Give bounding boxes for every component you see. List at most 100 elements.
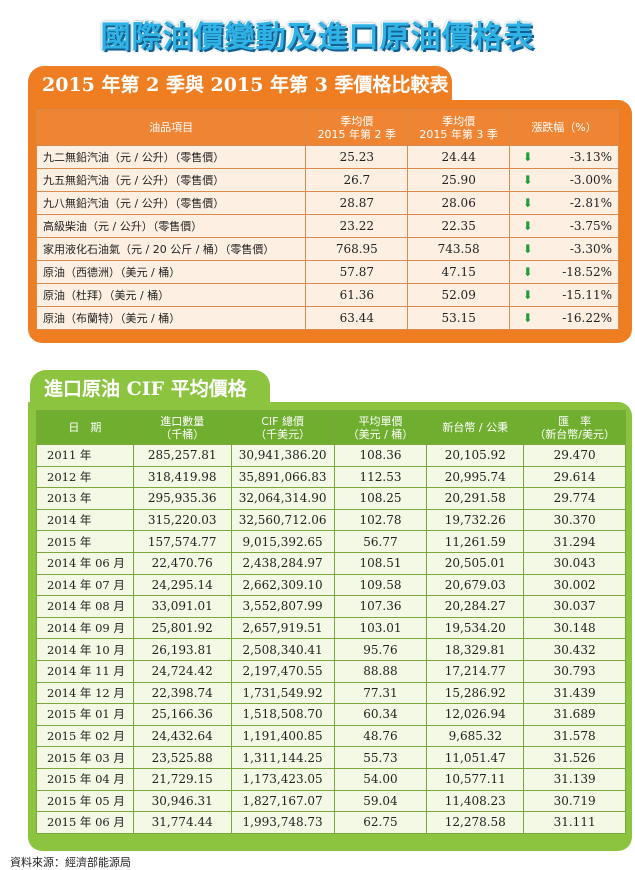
cif-cell: 1,311,144.25 xyxy=(230,746,335,769)
date-cell: 2015 年 04 月 xyxy=(36,767,134,791)
oil-item: 高級柴油（元 / 公升）（零售價） xyxy=(35,214,307,238)
table-row: 2015 年 06 月 31,774.44 1,993,748.73 62.75 12,… xyxy=(36,811,626,834)
rate-cell: 31.139 xyxy=(523,767,626,791)
q2-price: 63.44 xyxy=(305,306,409,330)
table-row: 2014 年 12 月 22,398.74 1,731,549.92 77.31 15,… xyxy=(36,681,626,705)
cif-cell: 32,560,712.06 xyxy=(230,508,335,532)
date-cell: 2015 年 05 月 xyxy=(36,789,134,813)
table-row: 2014 年 09 月 25,801.92 2,657,919.51 103.01 19… xyxy=(36,616,626,640)
cif-cell: 1,518,508.70 xyxy=(230,703,335,726)
table-row: 2013 年 295,935.36 32,064,314.90 108.25 20,29… xyxy=(36,487,626,510)
ntd-cell: 11,051.47 xyxy=(426,746,525,769)
qty-cell: 31,774.44 xyxy=(132,811,232,834)
q2-price: 768.95 xyxy=(305,237,409,261)
down-arrow-icon: ⬇ xyxy=(509,168,546,192)
qty-cell: 25,801.92 xyxy=(132,616,232,640)
date-cell: 2014 年 09 月 xyxy=(36,616,134,640)
cif-cell: 1,191,400.85 xyxy=(230,724,335,748)
oil-item: 九八無鉛汽油（元 / 公升）（零售價） xyxy=(35,191,307,215)
table-row: 2012 年 318,419.98 35,891,066.83 112.53 20,99… xyxy=(36,465,626,489)
rate-cell: 30.002 xyxy=(523,573,626,597)
source-note: 資料來源：經濟部能源局 xyxy=(10,856,131,869)
header-qty-line2: （千桶） xyxy=(160,427,205,441)
avg-cell: 60.34 xyxy=(333,703,428,726)
avg-cell: 108.36 xyxy=(333,444,428,467)
cif-cell: 2,438,284.97 xyxy=(230,551,335,575)
table-row: 九八無鉛汽油（元 / 公升）（零售價） 28.87 28.06 ⬇ -2.81% xyxy=(35,191,619,215)
change-pct: -15.11% xyxy=(545,283,619,307)
oil-item: 九二無鉛汽油（元 / 公升）（零售價） xyxy=(35,145,307,169)
table-row: 2015 年 01 月 25,166.36 1,518,508.70 60.34 12,… xyxy=(36,703,626,726)
rate-cell: 30.043 xyxy=(523,551,626,575)
qty-cell: 24,724.42 xyxy=(132,659,232,683)
date-cell: 2015 年 03 月 xyxy=(36,746,134,769)
change-pct: -18.52% xyxy=(545,260,619,284)
header-q3-line2: 2015 年第 3 季 xyxy=(419,127,498,141)
header-rate-line2: （新台幣/美元） xyxy=(534,427,615,441)
date-cell: 2014 年 12 月 xyxy=(36,681,134,705)
header-avg-line2: （美元 / 桶） xyxy=(347,427,414,441)
date-cell: 2013 年 xyxy=(36,487,134,510)
q2-price: 57.87 xyxy=(305,260,409,284)
qty-cell: 33,091.01 xyxy=(132,595,232,618)
table-row: 原油（布蘭特）（美元 / 桶） 63.44 53.15 ⬇ -16.22% xyxy=(35,306,619,330)
table-row: 2014 年 315,220.03 32,560,712.06 102.78 19,73… xyxy=(36,508,626,532)
table-row: 2015 年 02 月 24,432.64 1,191,400.85 48.76 9,6… xyxy=(36,724,626,748)
date-cell: 2015 年 02 月 xyxy=(36,724,134,748)
header-q2: 季均價 2015 年第 2 季 xyxy=(305,109,409,146)
change-pct: -3.75% xyxy=(545,214,619,238)
ntd-cell: 11,261.59 xyxy=(426,530,525,553)
page-title: 國際油價變動及進口原油價格表 xyxy=(100,20,535,55)
header-q3-line1: 季均價 xyxy=(442,114,476,128)
date-cell: 2014 年 11 月 xyxy=(36,659,134,683)
cif-cell: 30,941,386.20 xyxy=(230,444,335,467)
ntd-cell: 19,732.26 xyxy=(426,508,525,532)
ntd-cell: 18,329.81 xyxy=(426,638,525,661)
table-row: 原油（杜拜）（美元 / 桶） 61.36 52.09 ⬇ -15.11% xyxy=(35,283,619,307)
header-cif-line2: （千美元） xyxy=(255,427,311,441)
ntd-cell: 20,105.92 xyxy=(426,444,525,467)
ntd-cell: 15,286.92 xyxy=(426,681,525,705)
rate-cell: 30.148 xyxy=(523,616,626,640)
q2-price: 61.36 xyxy=(305,283,409,307)
down-arrow-icon: ⬇ xyxy=(509,283,546,307)
header-item: 油品項目 xyxy=(35,109,307,146)
qty-cell: 24,295.14 xyxy=(132,573,232,597)
qty-cell: 30,946.31 xyxy=(132,789,232,813)
qty-cell: 22,398.74 xyxy=(132,681,232,705)
table-row: 九五無鉛汽油（元 / 公升）（零售價） 26.7 25.90 ⬇ -3.00% xyxy=(35,168,619,192)
price-comparison-table: 油品項目 季均價 2015 年第 2 季 季均價 2015 年第 3 季 漲跌幅… xyxy=(35,109,619,330)
q3-price: 47.15 xyxy=(407,260,511,284)
table-row: 原油（西德洲）（美元 / 桶） 57.87 47.15 ⬇ -18.52% xyxy=(35,260,619,284)
q2-price: 28.87 xyxy=(305,191,409,215)
cif-cell: 2,662,309.10 xyxy=(230,573,335,597)
header-rate-line1: 匯 率 xyxy=(558,414,592,428)
qty-cell: 22,470.76 xyxy=(132,551,232,575)
q3-price: 53.15 xyxy=(407,306,511,330)
table-row: 2015 年 04 月 21,729.15 1,173,423.05 54.00 10,… xyxy=(36,767,626,791)
table-row: 2015 年 157,574.77 9,015,392.65 56.77 11,261.… xyxy=(36,530,626,553)
q3-price: 25.90 xyxy=(407,168,511,192)
header-qty-line1: 進口數量 xyxy=(160,414,205,428)
header-q2-line1: 季均價 xyxy=(340,114,374,128)
avg-cell: 107.36 xyxy=(333,595,428,618)
avg-cell: 109.58 xyxy=(333,573,428,597)
cif-cell: 1,827,167.07 xyxy=(230,789,335,813)
qty-cell: 315,220.03 xyxy=(132,508,232,532)
table-row: 2014 年 06 月 22,470.76 2,438,284.97 108.51 20… xyxy=(36,551,626,575)
change-pct: -2.81% xyxy=(545,191,619,215)
down-arrow-icon: ⬇ xyxy=(509,306,546,330)
change-pct: -3.00% xyxy=(545,168,619,192)
table-row: 2014 年 11 月 24,724.42 2,197,470.55 88.88 17,… xyxy=(36,659,626,683)
ntd-cell: 20,291.58 xyxy=(426,487,525,510)
oil-item: 原油（布蘭特）（美元 / 桶） xyxy=(35,306,307,330)
qty-cell: 23,525.88 xyxy=(132,746,232,769)
change-pct: -3.30% xyxy=(545,237,619,261)
header-cif: CIF 總價 （千美元） xyxy=(230,410,335,445)
ntd-cell: 11,408.23 xyxy=(426,789,525,813)
avg-cell: 102.78 xyxy=(333,508,428,532)
date-cell: 2012 年 xyxy=(36,465,134,489)
rate-cell: 31.111 xyxy=(523,811,626,834)
avg-cell: 103.01 xyxy=(333,616,428,640)
ntd-cell: 12,278.58 xyxy=(426,811,525,834)
